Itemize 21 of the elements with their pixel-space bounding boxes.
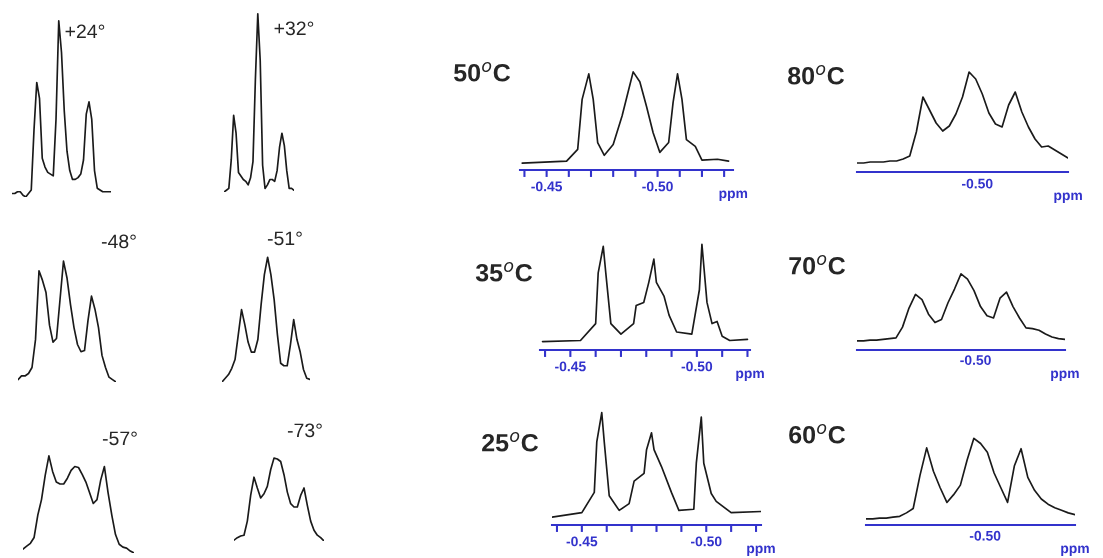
chart-title: 50$^{o}$C <box>454 61 511 82</box>
chart-title: -51° <box>267 231 302 246</box>
chart-title: +24° <box>65 24 105 39</box>
x-axis-title: ppm <box>1051 370 1079 381</box>
x-axis-title: ppm <box>719 190 748 201</box>
text: 25$^{o}$C <box>482 431 539 452</box>
x-tick-label: -0.45 <box>555 361 586 372</box>
chart-title: -48° <box>101 234 136 249</box>
x-tick-label: -0.45 <box>531 181 563 192</box>
chart-title: 70$^{o}$C <box>789 254 846 275</box>
x-axis-title: ppm <box>1061 545 1089 556</box>
chart-title: -73° <box>287 423 322 438</box>
x-tick-label: -0.45 <box>566 536 598 547</box>
x-axis-title: ppm <box>1054 192 1082 203</box>
chart-title: +32° <box>274 21 314 36</box>
text: 35$^{o}$C <box>475 261 533 282</box>
x-axis-title: ppm <box>736 370 764 381</box>
chart-title: 60$^{o}$C <box>789 423 846 444</box>
chart-title: -57° <box>102 431 137 446</box>
x-axis-title: ppm <box>747 545 775 556</box>
chart-title: 80$^{o}$C <box>788 64 845 85</box>
